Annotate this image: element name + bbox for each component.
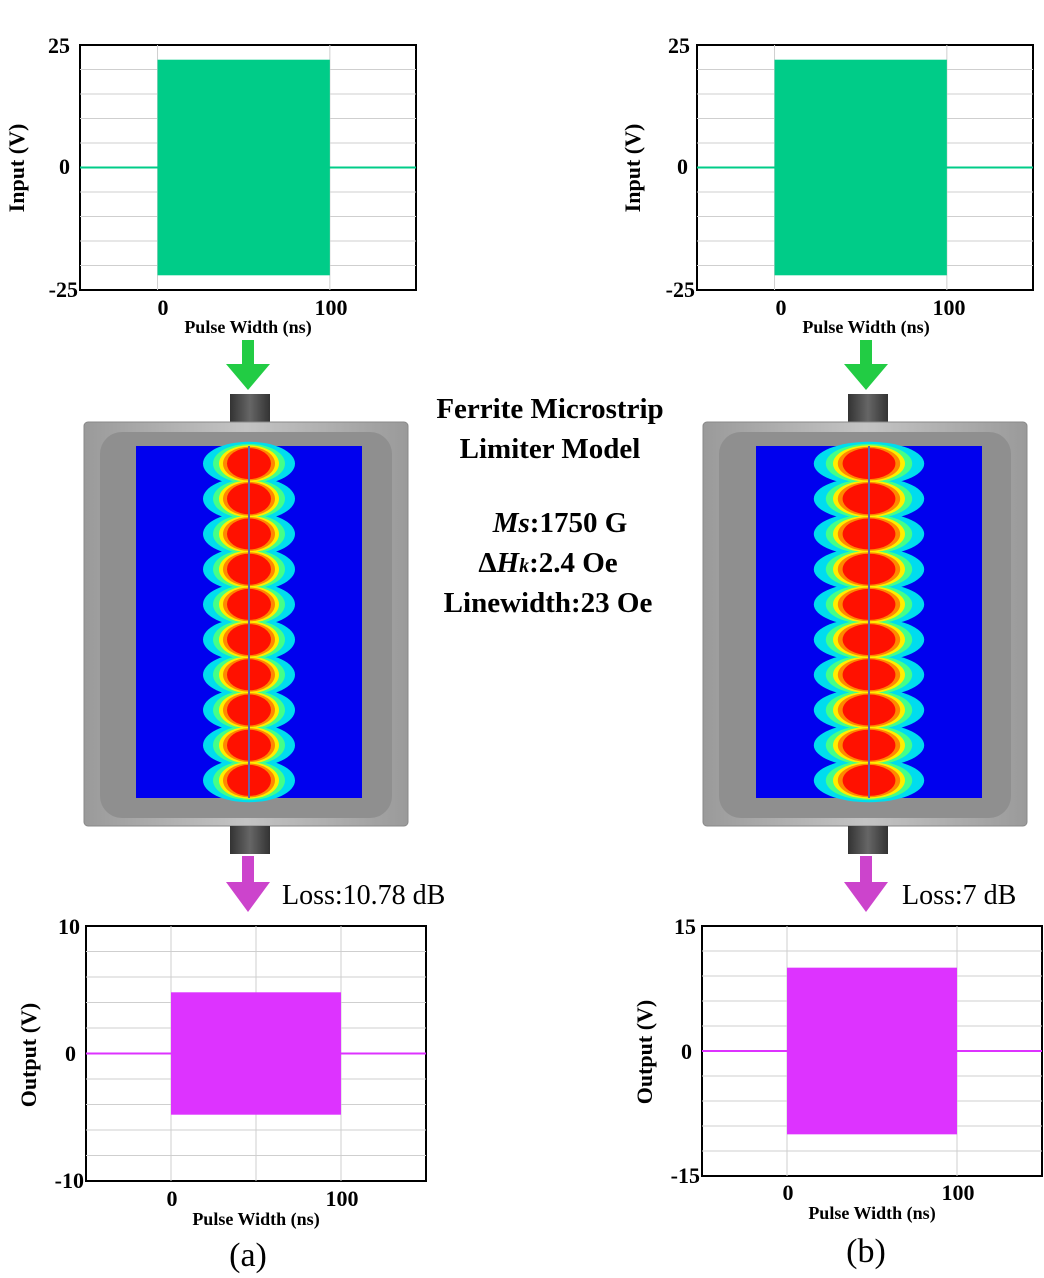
limiter-model-a	[83, 394, 409, 854]
y-tick-mid: 0	[681, 1039, 692, 1064]
output-port	[230, 826, 270, 854]
shaft	[860, 856, 872, 886]
y-axis-label: Input (V)	[4, 124, 29, 213]
dhk-param: ΔHk:2.4 Oe	[478, 547, 617, 579]
model-title-line1: Ferrite Microstrip	[436, 393, 663, 425]
field-pattern	[813, 441, 925, 803]
y-tick-mid: 0	[677, 154, 688, 179]
caption-a: (a)	[229, 1237, 267, 1274]
input-arrow-b	[844, 340, 888, 390]
y-tick-bottom: -15	[671, 1163, 700, 1188]
caption-b: (b)	[846, 1233, 886, 1270]
y-tick-top: 25	[48, 33, 70, 58]
output-chart-a: 10 0 -10 0 100 Pulse Width (ns) Output (…	[16, 914, 427, 1230]
arrowhead	[844, 882, 888, 912]
x-tick-100: 100	[326, 1186, 359, 1211]
output-chart-b: 15 0 -15 0 100 Pulse Width (ns) Output (…	[632, 914, 1043, 1224]
y-axis-label: Input (V)	[620, 124, 645, 213]
y-tick-top: 25	[668, 33, 690, 58]
model-info: Ferrite Microstrip Limiter Model Ms:1750…	[436, 393, 663, 619]
input-port	[848, 394, 888, 422]
x-tick-0: 0	[167, 1186, 178, 1211]
loss-label-a: Loss:10.78 dB	[282, 880, 445, 911]
linewidth-param: Linewidth:23 Oe	[444, 587, 653, 619]
output-arrow-b	[844, 856, 888, 912]
limiter-model-b	[702, 394, 1028, 854]
x-tick-0: 0	[783, 1180, 794, 1205]
model-title-line2: Limiter Model	[460, 433, 641, 465]
x-tick-0: 0	[158, 295, 169, 320]
y-tick-top: 15	[674, 914, 696, 939]
output-arrow-a	[226, 856, 270, 912]
y-tick-top: 10	[58, 914, 80, 939]
x-axis-label: Pulse Width (ns)	[802, 317, 929, 338]
x-tick-100: 100	[315, 295, 348, 320]
x-axis-label: Pulse Width (ns)	[808, 1203, 935, 1224]
input-port	[230, 394, 270, 422]
output-port	[848, 826, 888, 854]
y-axis-label: Output (V)	[632, 1000, 657, 1105]
field-pattern	[203, 441, 295, 803]
y-axis-label: Output (V)	[16, 1003, 41, 1108]
x-tick-100: 100	[933, 295, 966, 320]
loss-label-b: Loss:7 dB	[902, 880, 1016, 911]
input-chart-a: 25 0 -25 0 100 Pulse Width (ns) Input (V…	[4, 33, 417, 338]
input-arrow-a	[226, 340, 270, 390]
y-tick-bottom: -25	[49, 277, 78, 302]
x-tick-100: 100	[942, 1180, 975, 1205]
input-chart-b: 25 0 -25 0 100 Pulse Width (ns) Input (V…	[620, 33, 1034, 338]
panel-a: 25 0 -25 0 100 Pulse Width (ns) Input (V…	[4, 33, 445, 1274]
x-axis-label: Pulse Width (ns)	[184, 317, 311, 338]
y-tick-mid: 0	[65, 1041, 76, 1066]
ms-param: Ms:1750 G	[492, 507, 628, 539]
y-tick-bottom: -25	[666, 277, 695, 302]
x-axis-label: Pulse Width (ns)	[192, 1209, 319, 1230]
y-tick-bottom: -10	[55, 1168, 84, 1193]
x-tick-0: 0	[776, 295, 787, 320]
panel-b: 25 0 -25 0 100 Pulse Width (ns) Input (V…	[620, 33, 1043, 1270]
y-tick-mid: 0	[59, 154, 70, 179]
